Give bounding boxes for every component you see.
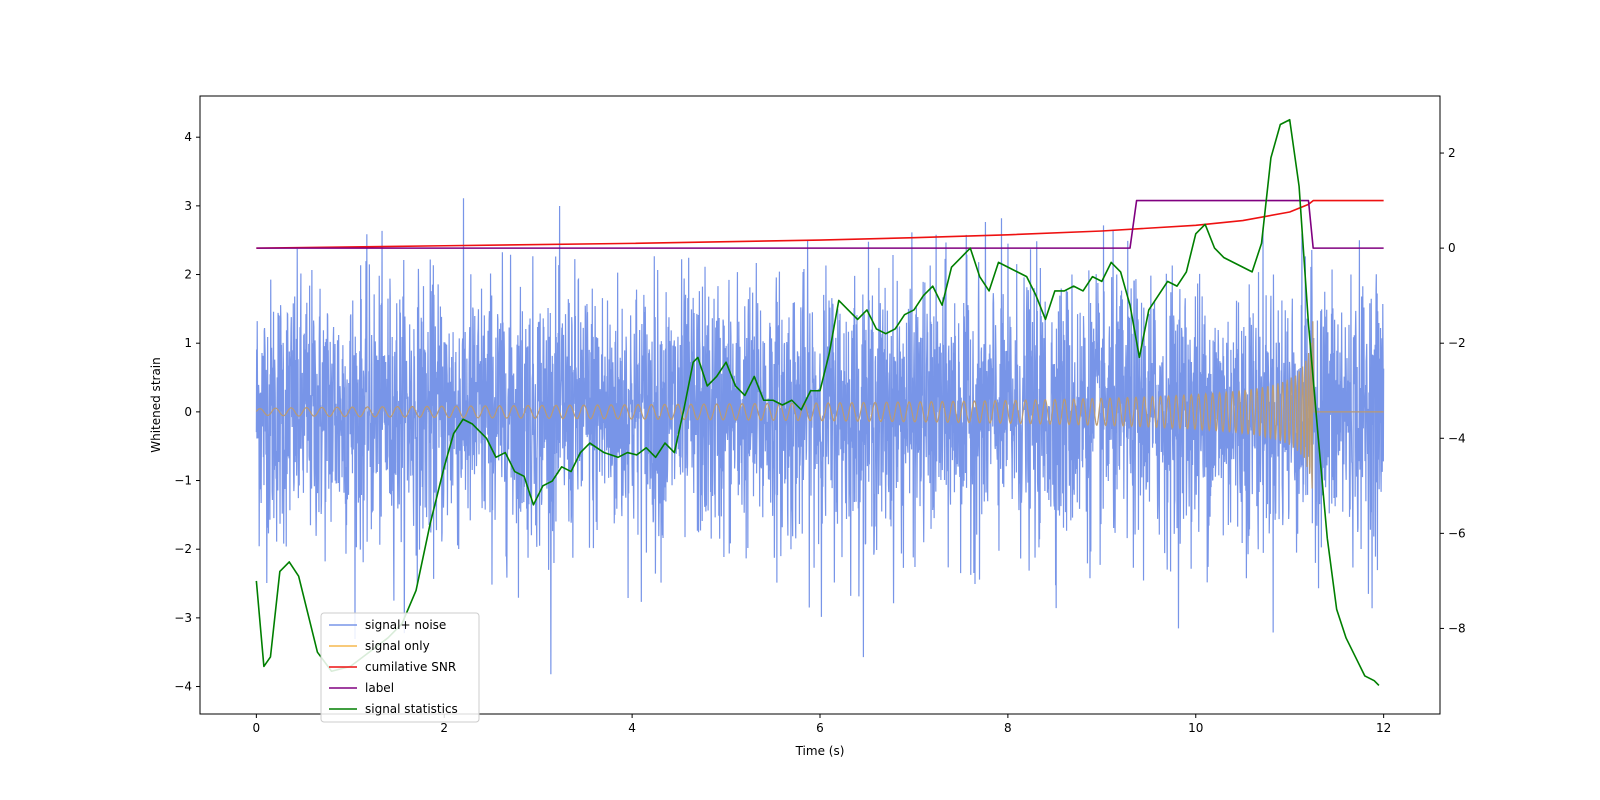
x-tick-label: 10 (1188, 721, 1203, 735)
x-tick-label: 0 (253, 721, 261, 735)
x-tick-label: 8 (1004, 721, 1012, 735)
x-tick-label: 12 (1376, 721, 1391, 735)
y-tick-label: −3 (174, 611, 192, 625)
legend-label-label: label (365, 681, 394, 695)
y-tick-label: 3 (184, 199, 192, 213)
signal-only-line (255, 321, 1384, 489)
y2-tick-label: −6 (1448, 526, 1466, 540)
signal-statistics-line (255, 118, 1380, 687)
x-tick-label: 4 (628, 721, 636, 735)
legend-label-signal-only: signal only (365, 639, 430, 653)
y-tick-label: 2 (184, 268, 192, 282)
x-tick-label: 6 (816, 721, 824, 735)
y-tick-label: −4 (174, 680, 192, 694)
legend-label-signal-statistics: signal statistics (365, 702, 458, 716)
y-tick-label: −1 (174, 474, 192, 488)
series-signal-only (255, 321, 1384, 489)
y2-tick-label: 2 (1448, 146, 1456, 160)
y2-tick-label: −4 (1448, 431, 1466, 445)
y-tick-label: 1 (184, 336, 192, 350)
y-axis-ticks: −4 −3 −2 −1 0 1 2 3 4 (174, 130, 200, 694)
y-tick-label: −2 (174, 542, 192, 556)
y-tick-label: 4 (184, 130, 192, 144)
legend: signal+ noise signal only cumilative SNR… (320, 612, 480, 723)
plot-area (255, 118, 1385, 687)
right-axis-series (255, 118, 1384, 687)
legend-label-signal-plus-noise: signal+ noise (365, 618, 446, 632)
y2-tick-label: −8 (1448, 621, 1466, 635)
legend-label-cumulative-snr: cumilative SNR (365, 660, 456, 674)
y-tick-label: 0 (184, 405, 192, 419)
label-line (256, 199, 1384, 249)
series-signal-plus-noise (255, 198, 1385, 675)
y2-tick-label: −2 (1448, 336, 1466, 350)
y-axis-label: Whitened strain (149, 357, 163, 453)
y2-tick-label: 0 (1448, 241, 1456, 255)
signal-plus-noise-line (255, 198, 1385, 675)
x-tick-label: 2 (440, 721, 448, 735)
x-axis-label: Time (s) (795, 744, 845, 758)
y2-axis-ticks: −8 −6 −4 −2 0 2 (1440, 146, 1466, 635)
legend-box (320, 612, 480, 723)
